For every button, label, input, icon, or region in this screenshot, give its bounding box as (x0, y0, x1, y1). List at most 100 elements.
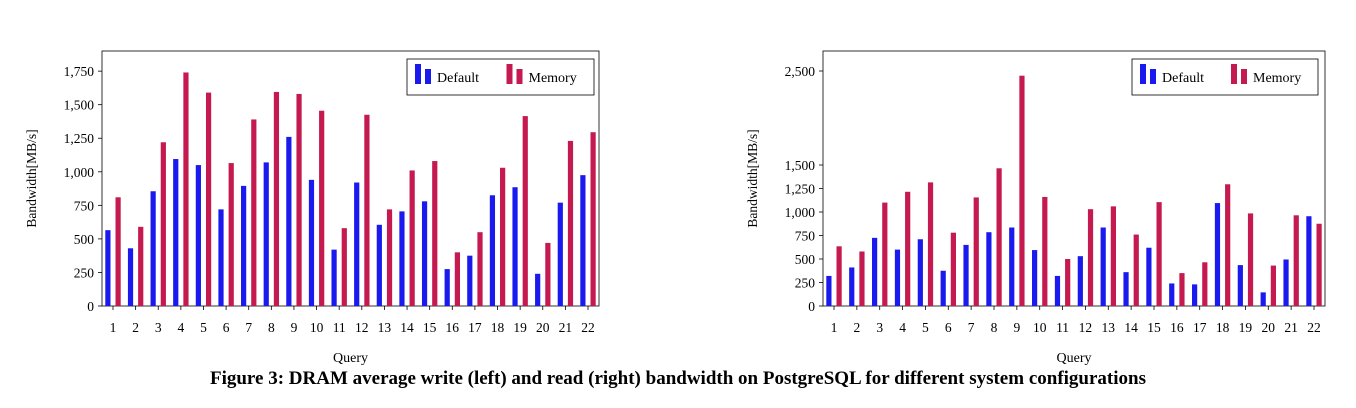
bar-memory-q15 (1156, 202, 1162, 306)
x-tick-label: 21 (559, 320, 573, 335)
x-tick-label: 4 (177, 320, 184, 335)
bar-default-q7 (963, 244, 969, 306)
x-tick-label: 6 (223, 320, 230, 335)
bar-memory-q21 (1293, 215, 1299, 306)
bar-memory-q8 (273, 91, 280, 307)
bar-memory-q2 (859, 251, 865, 306)
x-tick-label: 15 (1147, 320, 1161, 335)
x-tick-label: 5 (200, 320, 207, 335)
legend-label-memory: Memory (529, 71, 577, 86)
bar-default-q11 (331, 249, 337, 306)
x-tick-label: 20 (536, 320, 550, 335)
y-tick-label: 1,000 (785, 205, 816, 220)
legend-swatch-memory (506, 64, 513, 84)
bar-default-q2 (849, 267, 855, 306)
legend-label-default: Default (1162, 71, 1204, 86)
bar-default-q15 (1146, 247, 1152, 306)
bar-memory-q2 (138, 226, 144, 306)
bar-memory-q11 (1065, 259, 1071, 306)
bar-memory-q20 (545, 242, 551, 306)
bar-default-q17 (1192, 284, 1198, 306)
bar-memory-q22 (1316, 223, 1322, 306)
x-tick-label: 13 (1102, 320, 1116, 335)
bar-memory-q14 (1133, 234, 1139, 306)
bar-memory-q9 (296, 93, 302, 307)
x-tick-label: 4 (899, 320, 906, 335)
x-tick-label: 22 (581, 320, 595, 335)
bar-default-q2 (127, 248, 134, 306)
bar-default-q16 (1169, 283, 1175, 306)
bar-default-q17 (467, 255, 473, 306)
bar-default-q1 (105, 230, 111, 306)
x-tick-label: 9 (1013, 320, 1020, 335)
bar-memory-q10 (319, 110, 325, 306)
x-tick-label: 1 (831, 320, 838, 335)
y-tick-label: 1,000 (64, 165, 95, 180)
bar-memory-q9 (1019, 75, 1025, 306)
bar-default-q9 (1009, 227, 1015, 306)
y-axis-label: Bandwidth[MB/s] (745, 129, 760, 227)
figure-charts: 02505007501,0001,2501,5001,750Bandwidth[… (24, 50, 1326, 366)
legend-box (406, 58, 595, 96)
chart-read: 0 250 500 750 1,000 1,250 1,500 2,500 Bandwidth[… (745, 50, 1326, 366)
bar-default-q14 (399, 211, 405, 306)
x-tick-label: 22 (1307, 320, 1321, 335)
bar-memory-q5 (927, 182, 934, 306)
x-tick-label: 6 (945, 320, 952, 335)
bar-default-q8 (986, 232, 992, 306)
y-tick-label: 0 (87, 299, 94, 314)
x-tick-label: 8 (268, 320, 275, 335)
bar-memory-q1 (115, 197, 121, 306)
x-tick-label: 2 (132, 320, 139, 335)
bar-default-q4 (173, 159, 179, 306)
bar-memory-q8 (996, 168, 1002, 306)
legend-swatch-memory (516, 69, 523, 84)
bar-default-q10 (1032, 250, 1038, 306)
bar-default-q13 (376, 224, 382, 306)
y-tick-label: 250 (74, 265, 95, 280)
y-tick-label: 0 (808, 299, 815, 314)
bar-memory-q5 (205, 92, 212, 307)
bar-default-q12 (1077, 256, 1083, 306)
y-tick-label: 1,250 (785, 182, 816, 197)
x-tick-label: 16 (1170, 320, 1184, 335)
legend-swatch-default (425, 69, 431, 84)
x-tick-label: 21 (1284, 320, 1298, 335)
legend-swatch-default (415, 64, 421, 84)
y-tick-label: 1,500 (785, 158, 816, 173)
x-tick-label: 7 (968, 320, 975, 335)
bar-memory-q12 (364, 114, 370, 306)
bar-memory-q4 (183, 72, 189, 306)
x-tick-label: 18 (1216, 320, 1230, 335)
bar-memory-q7 (973, 197, 979, 306)
x-tick-label: 19 (1239, 320, 1253, 335)
plot-frame (101, 50, 600, 307)
bar-default-q19 (512, 187, 518, 306)
legend-swatch-memory (1241, 69, 1247, 84)
bar-default-q20 (535, 273, 541, 306)
bar-default-q3 (872, 237, 878, 306)
x-tick-label: 18 (491, 320, 505, 335)
x-tick-label: 17 (1193, 320, 1207, 335)
x-tick-label: 7 (245, 320, 252, 335)
bar-default-q14 (1123, 272, 1129, 306)
bar-default-q18 (1214, 203, 1221, 306)
bar-default-q22 (580, 175, 586, 306)
bar-memory-q15 (432, 161, 438, 306)
bar-memory-q17 (1202, 262, 1208, 306)
bar-default-q22 (1306, 216, 1312, 306)
bar-default-q16 (444, 269, 450, 306)
x-tick-label: 9 (291, 320, 298, 335)
x-tick-label: 13 (378, 320, 392, 335)
bar-memory-q7 (251, 119, 257, 307)
legend-swatch-default (1140, 64, 1146, 84)
bar-memory-q3 (160, 142, 166, 306)
bar-memory-q16 (454, 252, 460, 306)
x-tick-label: 11 (1056, 320, 1069, 335)
figure-caption: Figure 3: DRAM average write (left) and … (209, 368, 1146, 389)
x-tick-label: 14 (400, 320, 414, 335)
x-tick-label: 10 (310, 320, 324, 335)
bar-memory-q18 (1225, 184, 1231, 306)
x-tick-label: 19 (513, 320, 527, 335)
x-tick-label: 2 (853, 320, 860, 335)
